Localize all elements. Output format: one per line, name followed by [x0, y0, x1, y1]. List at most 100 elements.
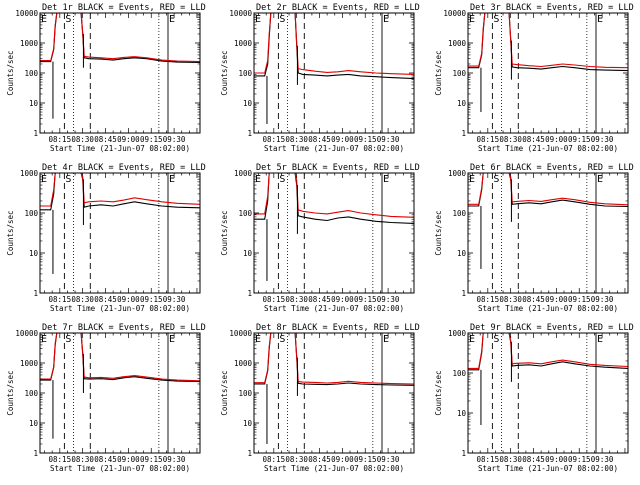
lld-series-line	[468, 333, 628, 369]
y-tick-label: 1000	[20, 169, 39, 178]
panel-6: Det 6r BLACK = Events, RED = LLD 1 10 100 10…	[434, 163, 634, 313]
y-tick-label: 1000	[448, 39, 467, 48]
x-tick-label: 09:30	[377, 455, 400, 464]
plot-area	[254, 13, 414, 133]
x-tick-label: 08:15	[49, 135, 72, 144]
x-tick-label: 08:15	[49, 455, 72, 464]
event-marker-label: E	[597, 14, 603, 25]
panel-title: Det 6r BLACK = Events, RED = LLD	[470, 163, 634, 173]
event-marker-label: S	[493, 14, 499, 25]
lld-series-line	[254, 173, 414, 218]
event-marker-label: E	[169, 334, 175, 345]
x-tick-label: 08:30	[71, 135, 94, 144]
x-tick-label: 09:30	[591, 135, 614, 144]
x-tick-label: 09:15	[140, 295, 163, 304]
y-tick-label: 1	[33, 289, 38, 298]
x-axis-label: Start Time (21-Jun-07 08:02:00)	[478, 304, 618, 313]
x-tick-label: 08:45	[94, 295, 117, 304]
x-axis-label: Start Time (21-Jun-07 08:02:00)	[264, 464, 404, 473]
plot-area	[254, 173, 414, 293]
event-marker-label: E	[41, 174, 47, 185]
y-tick-label: 1000	[20, 359, 39, 368]
y-tick-label: 10	[243, 249, 253, 258]
y-tick-label: 100	[238, 389, 252, 398]
x-tick-label: 09:30	[163, 135, 186, 144]
x-tick-label: 09:30	[377, 295, 400, 304]
event-marker-label: S	[279, 14, 285, 25]
events-series-line	[468, 333, 628, 371]
panel-frame	[253, 12, 415, 134]
y-tick-label: 1	[461, 289, 466, 298]
x-axis-label: Start Time (21-Jun-07 08:02:00)	[264, 144, 404, 153]
panel-3: Det 3r BLACK = Events, RED = LLD 1 10 100 10…	[434, 3, 634, 153]
lld-series-line	[40, 333, 200, 382]
x-tick-label: 09:15	[354, 455, 377, 464]
panel-frame	[253, 172, 415, 294]
x-tick-label: 08:30	[499, 295, 522, 304]
y-axis-label: Counts/sec	[220, 50, 229, 95]
panel-frame	[467, 332, 629, 454]
x-tick-label: 09:00	[117, 135, 140, 144]
events-series-line	[468, 173, 628, 208]
panel-title: Det 3r BLACK = Events, RED = LLD	[470, 3, 634, 13]
panel-frame	[39, 332, 201, 454]
x-tick-label: 09:00	[117, 295, 140, 304]
panel-frame	[39, 12, 201, 134]
lld-series-line	[40, 13, 200, 63]
y-axis-label: Counts/sec	[434, 210, 443, 255]
events-series-line	[468, 13, 628, 72]
event-marker-label: E	[597, 174, 603, 185]
y-tick-label: 10	[29, 419, 39, 428]
x-tick-label: 09:15	[140, 135, 163, 144]
y-tick-label: 10	[457, 99, 467, 108]
plot-area	[468, 13, 628, 133]
y-tick-label: 100	[452, 369, 466, 378]
event-marker-label: E	[255, 334, 261, 345]
plot-area	[468, 333, 628, 453]
x-tick-label: 08:30	[71, 455, 94, 464]
panel-frame	[253, 332, 415, 454]
y-tick-label: 100	[238, 209, 252, 218]
panel-9: Det 9r BLACK = Events, RED = LLD 1 10 100 10…	[434, 323, 634, 473]
lld-series-line	[254, 13, 414, 75]
event-marker-label: E	[255, 174, 261, 185]
x-axis-label: Start Time (21-Jun-07 08:02:00)	[50, 464, 190, 473]
panel-frame	[467, 12, 629, 134]
y-tick-label: 100	[24, 209, 38, 218]
lld-series-line	[468, 13, 628, 69]
lld-series-line	[468, 173, 628, 206]
event-marker-label: E	[255, 14, 261, 25]
y-tick-label: 1	[247, 129, 252, 138]
event-marker-label: E	[169, 14, 175, 25]
x-tick-label: 09:30	[163, 295, 186, 304]
panel-frame	[39, 172, 201, 294]
y-tick-label: 10000	[15, 329, 38, 338]
event-marker-label: S	[493, 174, 499, 185]
y-axis-label: Counts/sec	[6, 370, 15, 415]
x-tick-label: 08:45	[522, 295, 545, 304]
panel-title: Det 1r BLACK = Events, RED = LLD	[42, 3, 206, 13]
y-tick-label: 10	[243, 99, 253, 108]
y-tick-label: 1	[33, 129, 38, 138]
x-tick-label: 09:30	[377, 135, 400, 144]
plot-area	[254, 333, 414, 453]
y-axis-label: Counts/sec	[434, 50, 443, 95]
x-axis-label: Start Time (21-Jun-07 08:02:00)	[478, 464, 618, 473]
panel-title: Det 7r BLACK = Events, RED = LLD	[42, 323, 206, 333]
panel-title: Det 4r BLACK = Events, RED = LLD	[42, 163, 206, 173]
y-tick-label: 1000	[20, 39, 39, 48]
x-axis-label: Start Time (21-Jun-07 08:02:00)	[264, 304, 404, 313]
x-tick-label: 08:45	[94, 455, 117, 464]
y-tick-label: 1000	[448, 169, 467, 178]
x-tick-label: 09:15	[140, 455, 163, 464]
plot-area	[40, 13, 200, 133]
y-tick-label: 10000	[229, 329, 252, 338]
event-marker-label: S	[65, 334, 71, 345]
panel-title: Det 5r BLACK = Events, RED = LLD	[256, 163, 420, 173]
y-tick-label: 1	[247, 289, 252, 298]
y-tick-label: 1000	[234, 359, 253, 368]
x-tick-label: 09:00	[545, 295, 568, 304]
event-marker-label: E	[41, 14, 47, 25]
y-tick-label: 1000	[234, 39, 253, 48]
